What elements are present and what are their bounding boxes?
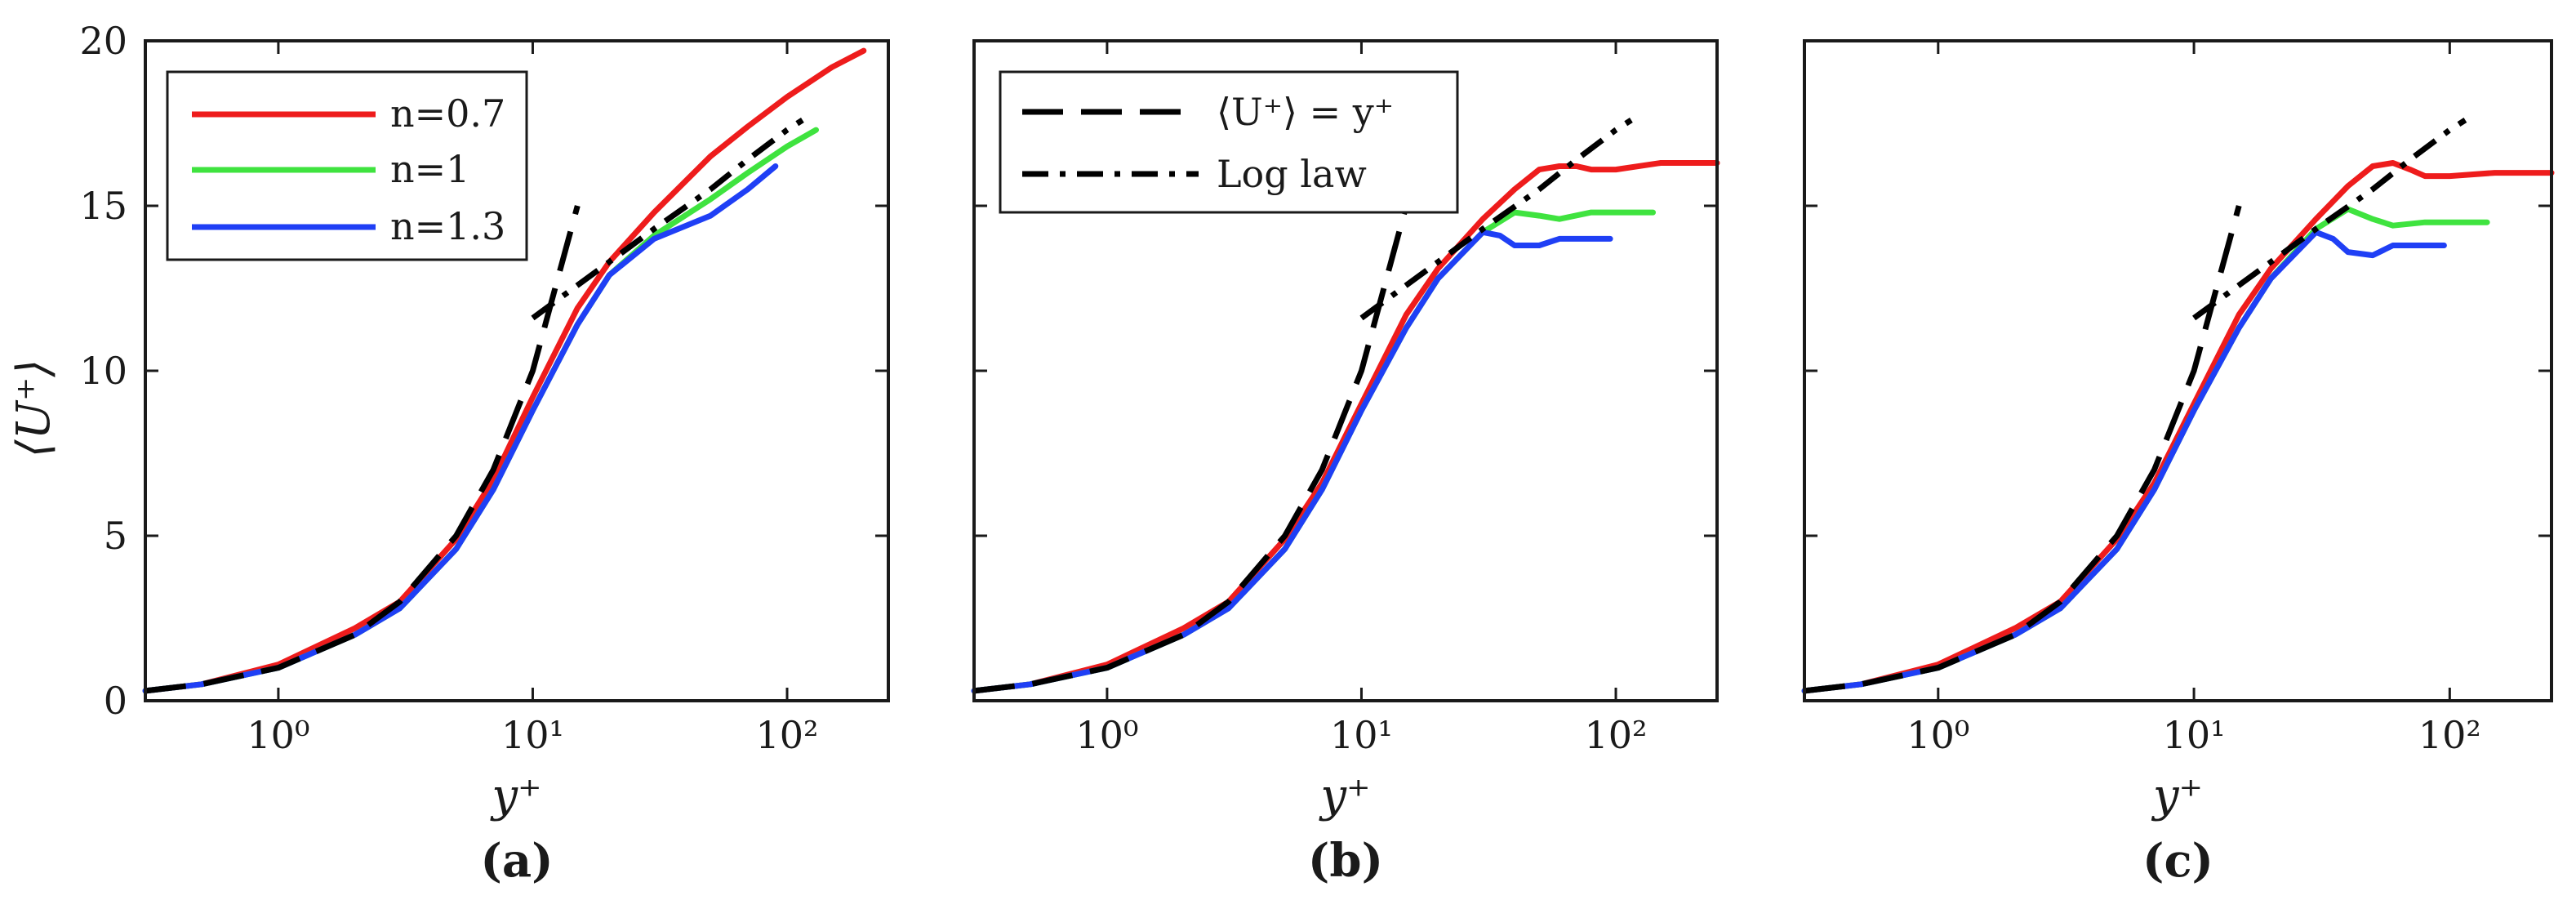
y-tick-label-a-4: 20 [79,19,127,63]
series-line-b-1 [971,209,1656,694]
series-line-c-3 [1804,205,2242,694]
series-line-b-2 [971,229,1613,694]
panel-a: 0 5 10 15 20 10⁰ 10¹ 10² y⁺ (a) [79,19,890,888]
panel-label-c: (c) [2142,834,2213,888]
series-line-b-3 [973,205,1409,694]
axis-frame-c [1803,39,2553,702]
series-line-c-1 [1801,206,2490,694]
x-tick-label-a-2: 10² [756,713,819,757]
legend-label-n13: n=1.3 [390,204,505,248]
x-axis-label-b: y⁺ [1318,769,1370,822]
x-tick-label-b-1: 10¹ [1330,713,1393,757]
y-tick-label-a-0: 0 [104,679,127,723]
panel-b: 10⁰ 10¹ 10² y⁺ (b) [971,39,1720,888]
legend-label-loglaw: Log law [1217,152,1367,196]
x-axis-label-a: y⁺ [489,769,541,822]
x-tick-label-c-2: 10² [2418,713,2481,757]
x-tick-label-a-0: 10⁰ [247,713,309,757]
panel-c: 10⁰ 10¹ 10² y⁺ (c) [1801,39,2555,888]
series-line-b-0 [971,160,1720,694]
panel-label-a: (a) [480,834,553,888]
x-tick-label-a-1: 10¹ [501,713,564,757]
legend-label-n1: n=1 [390,147,469,191]
series-line-b-4 [1359,118,1633,321]
x-tick-label-c-1: 10¹ [2163,713,2226,757]
series-line-a-0 [142,47,867,694]
x-tick-label-b-2: 10² [1585,713,1648,757]
series-line-c-2 [1801,229,2447,694]
y-tick-label-a-3: 15 [79,184,127,228]
legend-reference: ⟨U⁺⟩ = y⁺ Log law [999,70,1459,214]
panel-label-b: (b) [1308,834,1383,888]
series-line-a-4 [531,118,804,321]
legend-label-n07: n=0.7 [390,91,505,136]
series-line-c-4 [2192,118,2467,321]
series-line-c-0 [1801,160,2555,694]
x-tick-label-c-0: 10⁰ [1906,713,1969,757]
y-axis-label: ⟨U⁺⟩ [7,359,60,457]
legend-label-linear: ⟨U⁺⟩ = y⁺ [1217,90,1394,134]
y-tick-label-a-2: 10 [79,349,127,393]
x-axis-label-c: y⁺ [2151,769,2203,822]
y-tick-label-a-1: 5 [104,514,127,558]
legend-reference-box [999,70,1459,214]
series-line-a-3 [145,205,581,694]
x-tick-label-b-0: 10⁰ [1075,713,1138,757]
legend-series: n=0.7 n=1 n=1.3 [166,70,528,261]
